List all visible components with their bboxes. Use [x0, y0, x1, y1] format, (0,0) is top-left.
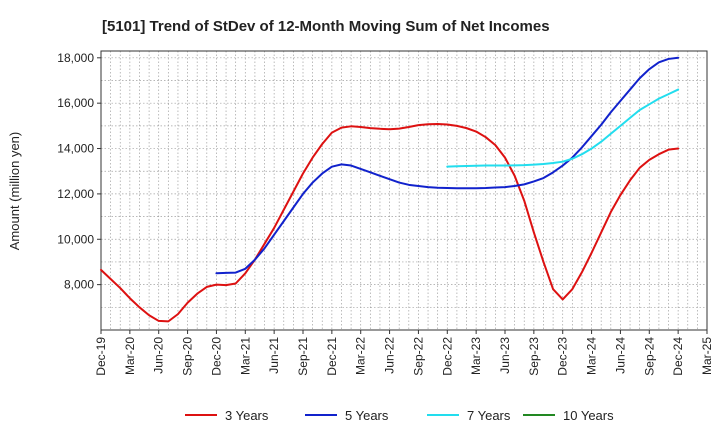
legend: 3 Years 5 Years 7 Years 10 Years [185, 408, 614, 423]
x-tick-label: Dec-21 [325, 337, 339, 376]
legend-label: 7 Years [467, 408, 511, 423]
series-lines [100, 56, 680, 323]
legend-label: 10 Years [563, 408, 614, 423]
x-tick-label: Mar-22 [354, 337, 368, 375]
legend-label: 5 Years [345, 408, 389, 423]
x-tick-label: Dec-23 [556, 337, 570, 376]
y-tick-label: 12,000 [57, 187, 94, 201]
grid [101, 51, 707, 330]
x-tick-label: Mar-20 [123, 337, 137, 375]
x-tick-label: Jun-23 [498, 337, 512, 374]
y-tick-label: 18,000 [57, 51, 94, 65]
axes: 8,000 10,000 12,000 14,000 16,000 18,000 Dec-1… [57, 50, 714, 376]
x-tick-label: Sep-20 [181, 337, 195, 376]
x-tick-label: Mar-21 [238, 337, 252, 375]
chart-title: [5101] Trend of StDev of 12-Month Moving… [102, 18, 550, 35]
x-tick-label: Mar-24 [585, 337, 599, 375]
series-line-7-years [446, 88, 680, 168]
x-tick-label: Dec-22 [440, 337, 454, 376]
series-line-5-years [215, 56, 680, 275]
x-tick-label: Jun-22 [383, 337, 397, 374]
x-tick-label: Jun-20 [152, 337, 166, 374]
series-line-3-years [100, 123, 680, 323]
x-tick-label: Sep-23 [527, 337, 541, 376]
x-tick-label: Sep-21 [296, 337, 310, 376]
x-tick-label: Dec-24 [671, 337, 685, 376]
x-tick-label: Sep-24 [642, 337, 656, 376]
x-tick-label: Sep-22 [411, 337, 425, 376]
x-tick-label: Dec-19 [94, 337, 108, 376]
x-tick-label: Mar-23 [469, 337, 483, 375]
y-tick-label: 8,000 [64, 278, 94, 292]
x-tick-label: Dec-20 [209, 337, 223, 376]
x-tick-label: Jun-24 [613, 337, 627, 374]
y-tick-label: 14,000 [57, 142, 94, 156]
y-axis-label: Amount (million yen) [7, 132, 22, 251]
y-tick-label: 10,000 [57, 232, 94, 246]
x-tick-label: Jun-21 [267, 337, 281, 374]
x-tick-label: Mar-25 [700, 337, 714, 375]
legend-label: 3 Years [225, 408, 269, 423]
y-tick-label: 16,000 [57, 96, 94, 110]
plot-frame [100, 50, 708, 331]
